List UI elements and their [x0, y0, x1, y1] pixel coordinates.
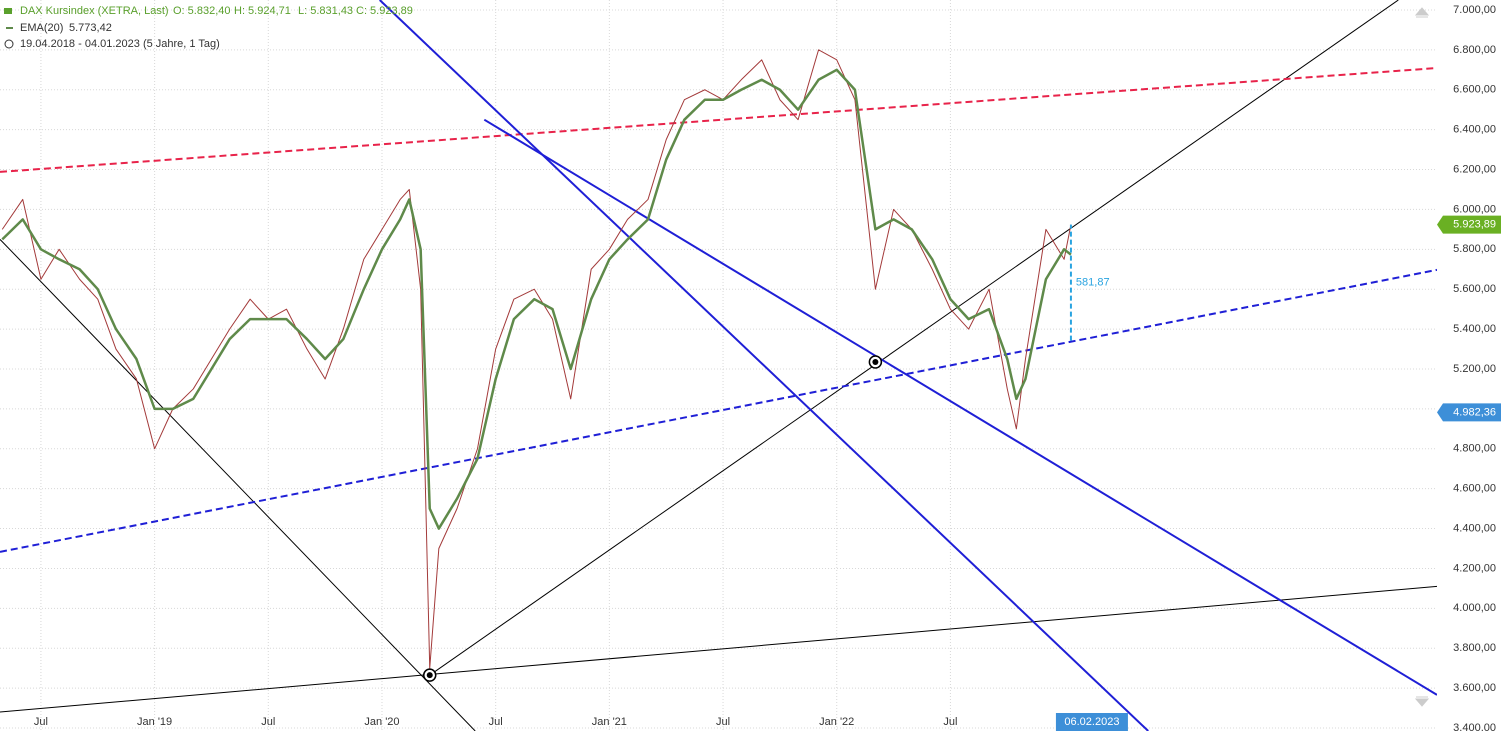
ohlc: H: 5.924,71 — [234, 5, 291, 17]
trendline — [483, 118, 1438, 696]
price-tag — [1437, 403, 1501, 422]
y-tick-label: 6.200,00 — [1453, 163, 1496, 175]
plot: 581,87 — [0, 0, 1438, 731]
y-tick-label: 5.400,00 — [1453, 323, 1496, 335]
trendline — [0, 585, 1438, 713]
x-tick-label: Jul — [489, 716, 503, 728]
anchor-dot — [426, 672, 433, 679]
y-tick-label: 6.800,00 — [1453, 44, 1496, 56]
price-tag — [1437, 215, 1501, 234]
trendline — [379, 0, 1149, 731]
x-tick-label: Jan '22 — [819, 716, 854, 728]
x-tick-label: Jul — [261, 716, 275, 728]
legend-value: 5.773,42 — [69, 22, 112, 34]
y-tick-label: 6.600,00 — [1453, 84, 1496, 96]
x-tick-label: Jan '20 — [364, 716, 399, 728]
axis: 3.400,00 3.600,00 3.800,00 4.000,00 4.200,00… — [34, 0, 1501, 731]
y-tick-label: 5.600,00 — [1453, 283, 1496, 295]
ohlc: O: 5.832,40 — [173, 5, 231, 17]
trendline — [429, 0, 1399, 676]
y-tick-label: 7.000,00 — [1453, 4, 1496, 16]
y-tick-label: 3.800,00 — [1453, 642, 1496, 654]
y-tick-label: 3.600,00 — [1453, 682, 1496, 694]
y-tick-label: 5.800,00 — [1453, 243, 1496, 255]
scroll-down[interactable] — [1414, 696, 1430, 707]
date-tag-label: 06.02.2023 — [1064, 716, 1119, 728]
axis-background — [1437, 0, 1501, 731]
x-tick-label: Jul — [716, 716, 730, 728]
legend-swatch — [4, 8, 12, 14]
y-tick-label: 4.000,00 — [1453, 602, 1496, 614]
x-tick-label: Jul — [943, 716, 957, 728]
grid — [0, 0, 1437, 731]
y-tick-label: 3.400,00 — [1453, 722, 1496, 731]
y-tick-label: 4.200,00 — [1453, 562, 1496, 574]
ohlc: C: 5.923,89 — [356, 5, 413, 17]
scroll-up[interactable] — [1414, 7, 1430, 18]
series-line — [1, 68, 1072, 530]
header: DAX Kursindex (XETRA, Last) O: 5.832,40 … — [4, 5, 413, 50]
y-tick-label: 6.400,00 — [1453, 124, 1496, 136]
period: 19.04.2018 - 04.01.2023 (5 Jahre, 1 Tag) — [20, 38, 220, 50]
y-tick-label: 6.000,00 — [1453, 203, 1496, 215]
x-tick-label: Jul — [34, 716, 48, 728]
legend-label: EMA(20) — [20, 22, 63, 34]
scroll-buttons[interactable] — [1414, 7, 1430, 707]
trendline — [0, 67, 1438, 173]
y-tick-label: 5.200,00 — [1453, 363, 1496, 375]
trendline — [0, 268, 1438, 553]
x-tick-label: Jan '21 — [592, 716, 627, 728]
x-tick-label: Jan '19 — [137, 716, 172, 728]
legend-swatch — [6, 27, 13, 29]
y-tick-label: 4.400,00 — [1453, 522, 1496, 534]
price-tag-label: 5.923,89 — [1453, 219, 1496, 231]
chart-title: DAX Kursindex (XETRA, Last) — [20, 5, 169, 17]
trendline — [0, 238, 476, 731]
y-tick-label: 4.600,00 — [1453, 483, 1496, 495]
price-tag-label: 4.982,36 — [1453, 406, 1496, 418]
ohlc: L: 5.831,43 — [298, 5, 353, 17]
y-tick-label: 4.800,00 — [1453, 443, 1496, 455]
measurement-label: 581,87 — [1076, 277, 1110, 289]
clock-icon — [4, 39, 14, 49]
anchor-dot — [872, 359, 879, 366]
date-tag — [1055, 713, 1128, 731]
